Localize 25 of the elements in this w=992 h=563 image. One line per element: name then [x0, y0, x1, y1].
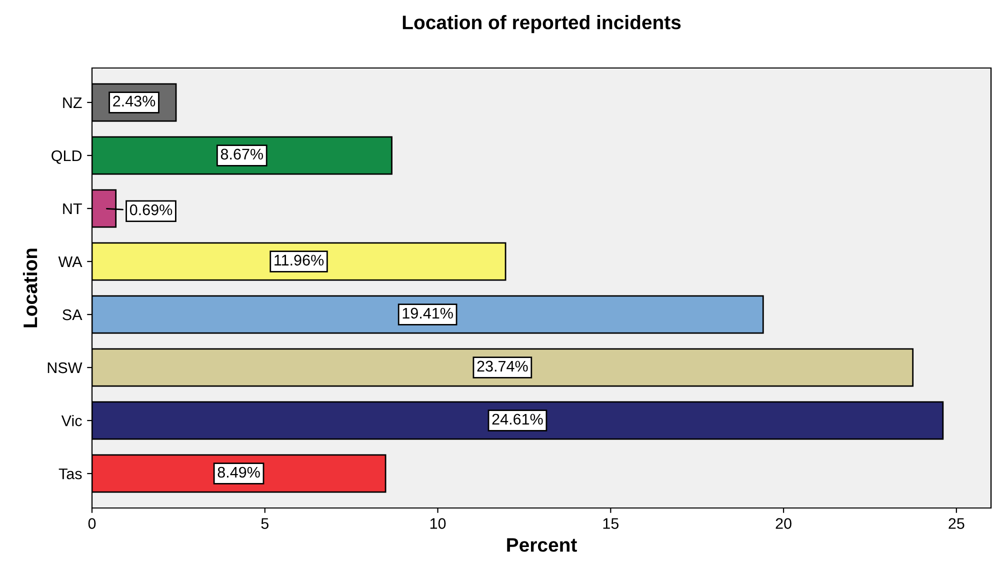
x-tick-label: 0 [88, 518, 96, 529]
x-tick-label: 5 [261, 518, 268, 529]
data-label: 8.67% [220, 148, 264, 160]
chart-title: Location of reported incidents [402, 15, 681, 34]
x-tick-label: 15 [603, 518, 619, 529]
x-tick-label: 10 [430, 518, 446, 529]
y-tick-label: Vic [61, 414, 82, 426]
data-label: 0.69% [130, 204, 172, 216]
y-tick-label: NT [63, 204, 82, 214]
data-label: 24.61% [492, 414, 543, 425]
data-label: 2.43% [113, 96, 156, 107]
y-axis-title: Location [22, 248, 38, 328]
data-label: 23.74% [477, 360, 528, 372]
data-label: 11.96% [274, 254, 324, 266]
y-tick-label: NZ [63, 97, 82, 108]
x-axis-title: Percent [507, 538, 577, 552]
data-label: 8.49% [218, 466, 260, 478]
x-tick-label: 25 [948, 518, 964, 529]
y-tick-label: Tas [58, 468, 82, 480]
x-tick-label: 20 [776, 518, 792, 529]
data-label: 19.41% [402, 308, 453, 319]
y-tick-label: QLD [52, 150, 82, 164]
y-tick-label: NSW [48, 362, 82, 374]
y-tick-label: WA [58, 256, 82, 268]
y-tick-label: SA [62, 309, 82, 320]
